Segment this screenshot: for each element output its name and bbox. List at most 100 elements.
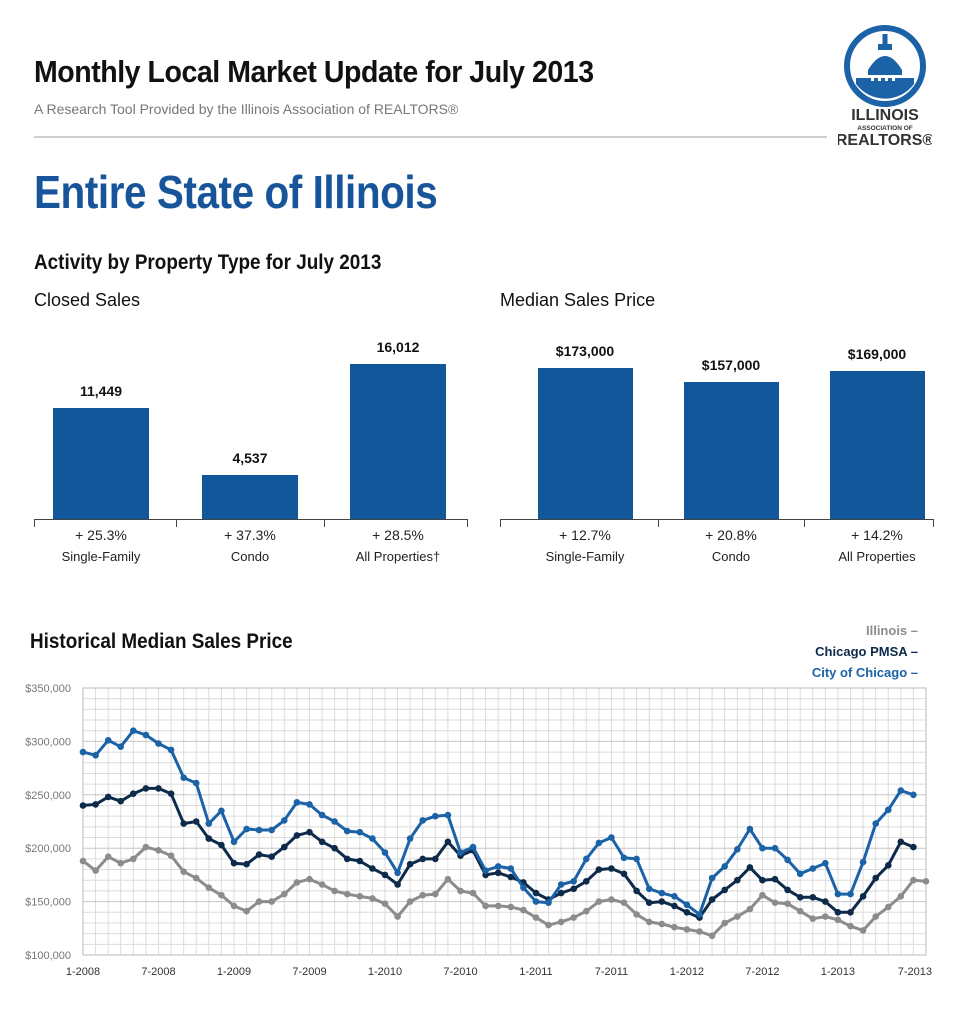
series-city-of-chicago-point: [570, 878, 577, 885]
series-city-of-chicago-point: [620, 854, 628, 862]
series-chicago-pmsa-point: [872, 874, 879, 882]
series-chicago-pmsa-point: [645, 899, 653, 906]
series-city-of-chicago-point: [520, 884, 527, 891]
series-illinois-point: [369, 895, 376, 902]
series-chicago-pmsa-point: [155, 785, 162, 792]
series-city-of-chicago-point: [885, 806, 892, 814]
series-city-of-chicago-point: [192, 779, 200, 787]
series-city-of-chicago-point: [343, 827, 351, 835]
bar-value-label: 16,012: [376, 339, 420, 355]
series-chicago-pmsa-point: [331, 844, 338, 852]
series-chicago-pmsa-point: [532, 889, 540, 897]
series-illinois-point: [482, 902, 489, 910]
series-chicago-pmsa-point: [557, 889, 565, 897]
category-label: Condo: [711, 549, 751, 564]
series-chicago-pmsa-point: [507, 873, 515, 881]
series-city-of-chicago-point: [331, 818, 338, 825]
series-chicago-pmsa-point: [306, 828, 313, 836]
series-chicago-pmsa-point: [595, 866, 603, 873]
series-chicago-pmsa-point: [671, 902, 678, 910]
legend-chicago-pmsa: Chicago PMSA –: [815, 644, 918, 659]
series-illinois-point: [230, 902, 238, 910]
series-chicago-pmsa-point: [281, 843, 288, 851]
series-illinois-point: [117, 859, 124, 867]
y-tick-label: $200,000: [25, 843, 71, 855]
series-illinois-point: [721, 919, 728, 927]
series-illinois-point: [281, 890, 288, 898]
logo-line1: ILLINOIS: [851, 107, 919, 124]
series-chicago-pmsa-point: [885, 862, 892, 869]
series-illinois-point: [130, 855, 137, 863]
series-illinois-point: [897, 893, 905, 900]
series-illinois-point: [696, 928, 703, 935]
series-illinois-point: [507, 903, 515, 911]
series-chicago-pmsa-point: [381, 871, 389, 879]
series-illinois-point: [847, 922, 854, 930]
bar: [53, 408, 149, 519]
series-illinois-point: [318, 881, 326, 888]
series-illinois-point: [620, 899, 628, 906]
series-chicago-pmsa-point: [734, 876, 741, 884]
series-city-of-chicago-point: [759, 844, 766, 852]
series-chicago-pmsa-point: [205, 835, 213, 842]
series-city-of-chicago-point: [230, 838, 238, 846]
x-tick-label: 7-2011: [595, 966, 628, 978]
bar: [537, 368, 633, 519]
series-illinois-point: [822, 913, 829, 920]
series-city-of-chicago-point: [507, 865, 515, 872]
series-chicago-pmsa-point: [167, 790, 175, 797]
series-city-of-chicago-point: [746, 825, 754, 833]
series-city-of-chicago-point: [595, 839, 603, 847]
series-city-of-chicago-point: [708, 874, 716, 882]
activity-title: Activity by Property Type for July 2013: [34, 251, 382, 274]
bar: [829, 371, 925, 519]
series-city-of-chicago-point: [545, 899, 552, 906]
legend-city-of-chicago: City of Chicago –: [811, 665, 918, 680]
change-percent: + 37.3%: [224, 527, 276, 543]
series-city-of-chicago-point: [381, 849, 389, 856]
change-percent: + 20.8%: [705, 527, 757, 543]
series-city-of-chicago-point: [293, 799, 301, 806]
series-city-of-chicago-point: [658, 889, 666, 897]
series-illinois-point: [142, 843, 150, 851]
series-city-of-chicago-point: [255, 826, 263, 834]
series-city-of-chicago-point: [104, 737, 112, 744]
series-chicago-pmsa-point: [192, 818, 200, 825]
bar-tick: [658, 519, 659, 527]
series-city-of-chicago-point: [155, 740, 162, 747]
x-tick-label: 1-2009: [217, 966, 251, 978]
series-chicago-pmsa-point: [406, 860, 414, 868]
series-illinois-point: [796, 907, 804, 915]
y-tick-label: $350,000: [25, 683, 71, 695]
series-chicago-pmsa-point: [92, 801, 99, 808]
series-chicago-pmsa-point: [658, 898, 666, 905]
logo-line2: ASSOCIATION OF: [857, 125, 913, 132]
bar-tick: [933, 519, 934, 527]
series-chicago-pmsa-point: [859, 893, 867, 900]
series-city-of-chicago-point: [419, 817, 427, 824]
series-chicago-pmsa-point: [369, 865, 376, 872]
series-illinois-point: [532, 914, 540, 921]
series-chicago-pmsa-point: [633, 887, 640, 895]
category-label: All Properties†: [355, 549, 441, 564]
series-city-of-chicago-point: [268, 826, 276, 834]
series-city-of-chicago-point: [432, 812, 439, 820]
series-illinois-point: [167, 852, 175, 859]
series-illinois-point: [583, 907, 590, 915]
series-illinois-point: [92, 867, 99, 874]
series-city-of-chicago-point: [532, 898, 540, 905]
series-illinois-point: [645, 918, 653, 926]
series-chicago-pmsa-point: [343, 855, 351, 863]
bar-tick: [175, 519, 177, 527]
bar-tick: [34, 519, 35, 527]
series-illinois-point: [381, 900, 389, 907]
x-tick-label: 1-2008: [66, 966, 100, 978]
series-illinois-point: [520, 906, 527, 914]
series-city-of-chicago-point: [167, 746, 175, 754]
bar-tick: [804, 519, 805, 527]
series-illinois-point: [708, 932, 716, 940]
series-illinois-point: [746, 905, 754, 913]
series-illinois-point: [331, 887, 338, 895]
series-city-of-chicago-point: [356, 828, 364, 836]
series-chicago-pmsa-point: [432, 855, 439, 863]
